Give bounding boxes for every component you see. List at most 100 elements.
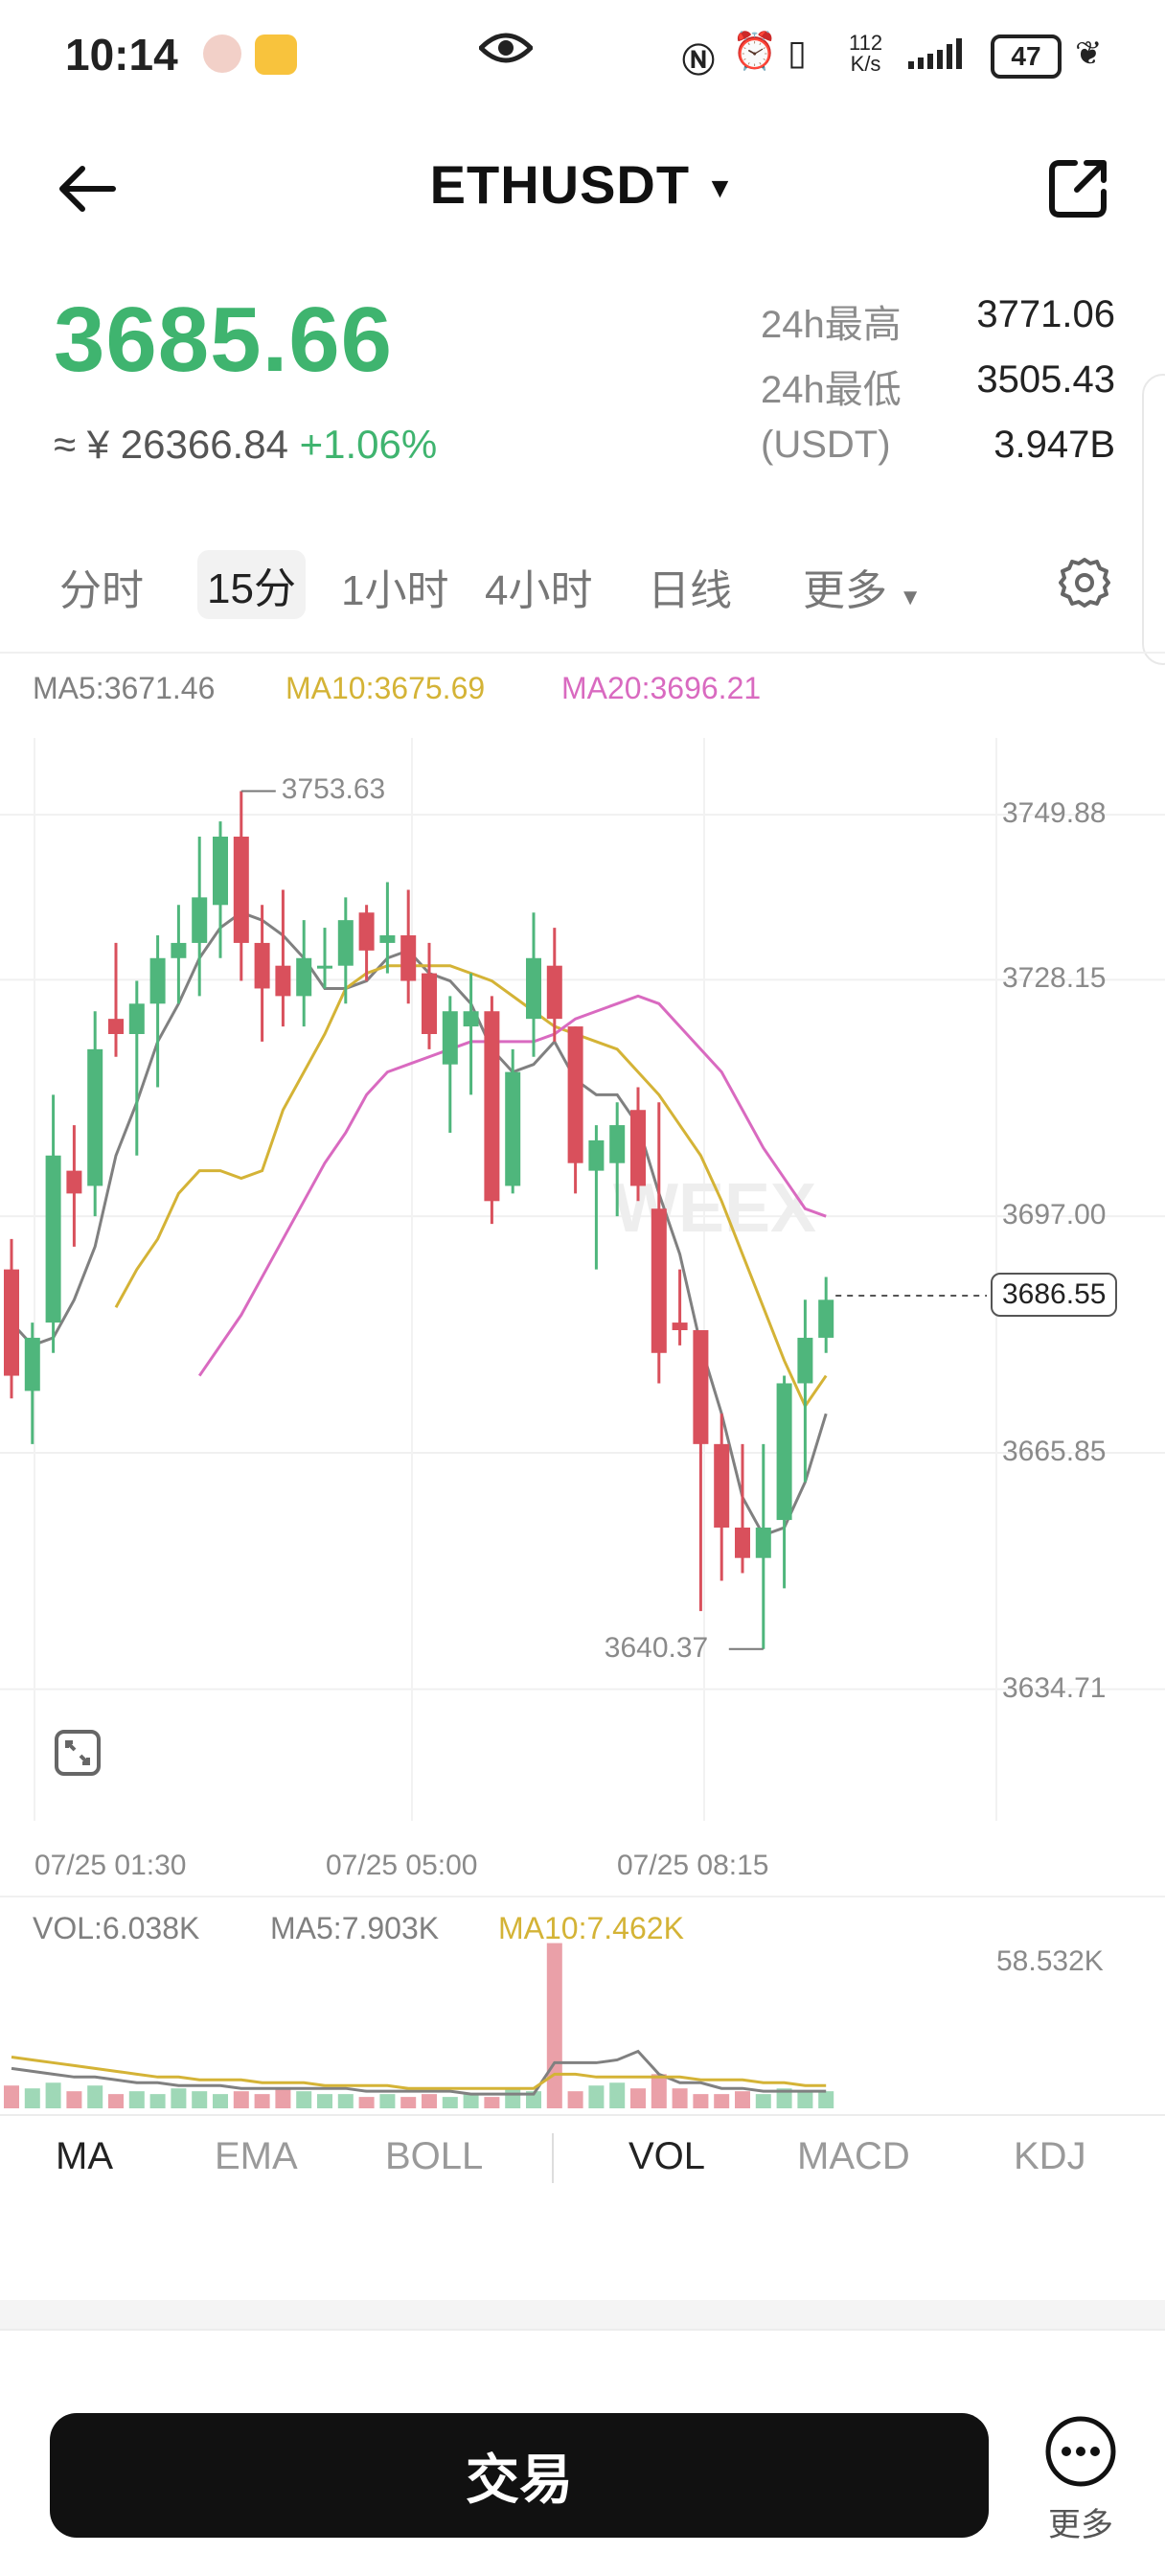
section-gap: [0, 2300, 1165, 2329]
candle: [735, 1443, 750, 1574]
y-tick-label: 3665.85: [1002, 1435, 1107, 1467]
chart-settings-button[interactable]: [1056, 554, 1113, 611]
legend-ma20: MA20:3696.21: [561, 671, 762, 705]
candle: [546, 928, 562, 1042]
volume-bar: [735, 2091, 750, 2108]
legend-vol-ma5: MA5:7.903K: [270, 1911, 440, 1945]
net-speed: 112 K/s: [849, 31, 883, 76]
candle-body: [693, 1330, 709, 1444]
candle: [630, 1087, 646, 1202]
stat-high-label: 24h最高: [761, 304, 902, 346]
volume-bar: [87, 2085, 103, 2108]
annotations: [240, 790, 987, 1650]
volume-bar: [630, 2088, 646, 2108]
candle-body: [484, 1011, 500, 1202]
candle-body: [463, 1011, 479, 1027]
candle: [505, 1048, 521, 1194]
trade-button[interactable]: 交易: [50, 2413, 989, 2538]
ma20-line: [197, 994, 827, 1377]
candle: [693, 1330, 709, 1612]
expand-icon: [55, 1730, 101, 1776]
candle: [24, 1322, 40, 1444]
x-tick-label: 07/25 08:15: [617, 1850, 769, 1881]
volume-bar: [66, 2091, 82, 2108]
candle-body: [442, 1011, 458, 1065]
leaf-icon: ❦: [1075, 35, 1103, 72]
y-tick-label: 3728.15: [1002, 962, 1107, 995]
volume-bar: [505, 2088, 521, 2108]
tab-timeline[interactable]: 分时: [59, 567, 144, 614]
candle-body: [87, 1048, 103, 1186]
side-drawer-handle[interactable]: [1142, 374, 1165, 665]
candle-body: [296, 957, 312, 997]
candles: [4, 791, 834, 1649]
candle-body: [400, 935, 417, 981]
candle-body: [192, 897, 208, 943]
price-cny-line: ≈ ¥ 26366.84 +1.06%: [54, 422, 437, 468]
candle: [379, 882, 396, 974]
candle-body: [714, 1443, 730, 1528]
volume-bar: [442, 2097, 458, 2108]
vibrate-icon: ▯: [788, 33, 807, 72]
tab-more[interactable]: 更多 ▼: [803, 556, 922, 617]
tab-4h[interactable]: 4小时: [485, 567, 593, 614]
candle: [213, 821, 228, 958]
trade-button-label: 交易: [466, 2449, 573, 2510]
indicator-tab-macd[interactable]: MACD: [797, 2135, 910, 2177]
candle: [463, 973, 479, 1095]
high-price-label: 3753.63: [281, 773, 386, 806]
candle-body: [233, 837, 249, 943]
more-button[interactable]: 更多: [1033, 2413, 1129, 2557]
battery-icon: 47: [991, 34, 1062, 79]
back-button[interactable]: [54, 155, 121, 222]
volume-bar: [776, 2088, 792, 2108]
indicator-tab-ema[interactable]: EMA: [215, 2135, 298, 2177]
candle-body: [818, 1300, 834, 1338]
status-time: 10:14: [65, 30, 178, 80]
candle-body: [630, 1110, 646, 1186]
candle: [526, 912, 541, 1057]
pair-selector[interactable]: ETHUSDT ▼: [0, 153, 1165, 216]
indicator-tab-boll[interactable]: BOLL: [385, 2135, 484, 2177]
candle-body: [735, 1528, 750, 1558]
tab-daily[interactable]: 日线: [648, 567, 732, 614]
ma5-line: [10, 910, 828, 1537]
volume-bar: [379, 2094, 396, 2108]
candle: [4, 1238, 19, 1399]
tab-15m[interactable]: 15分: [197, 550, 306, 619]
candle: [442, 996, 458, 1133]
volume-bar: [400, 2097, 417, 2108]
volume-bar: [296, 2091, 312, 2108]
last-price: 3685.66: [54, 288, 394, 391]
volume-bar: [588, 2085, 605, 2108]
gear-icon: [1059, 558, 1110, 608]
cny-price: ¥ 26366.84: [86, 422, 288, 467]
stat-low-label: 24h最低: [761, 369, 902, 411]
candlestick-chart[interactable]: WEEX: [0, 652, 1165, 1898]
divider: [552, 2133, 554, 2183]
volume-max-label: 58.532K: [996, 1945, 1104, 1977]
approx-symbol: ≈: [54, 422, 77, 467]
candle: [400, 889, 417, 1004]
candle: [275, 889, 291, 1027]
volume-bar: [463, 2094, 479, 2108]
share-button[interactable]: [1044, 155, 1111, 222]
legend-vol-ma10: MA10:7.462K: [498, 1911, 684, 1945]
candle: [422, 942, 437, 1049]
candle: [66, 1125, 82, 1247]
candle-body: [171, 942, 187, 958]
candle-body: [379, 935, 396, 943]
candle-body: [776, 1383, 792, 1521]
volume-bar: [422, 2094, 437, 2108]
volume-bar: [546, 1943, 562, 2108]
indicator-tab-ma[interactable]: MA: [56, 2135, 113, 2177]
volume-bar: [317, 2094, 332, 2108]
candle-body: [567, 1026, 583, 1163]
indicator-tab-kdj[interactable]: KDJ: [1014, 2135, 1086, 2177]
candle-body: [213, 837, 228, 906]
candle: [651, 1102, 667, 1384]
fullscreen-button[interactable]: [54, 1729, 102, 1777]
volume-bar: [672, 2088, 688, 2108]
indicator-tab-vol[interactable]: VOL: [628, 2135, 706, 2177]
tab-1h[interactable]: 1小时: [341, 567, 449, 614]
